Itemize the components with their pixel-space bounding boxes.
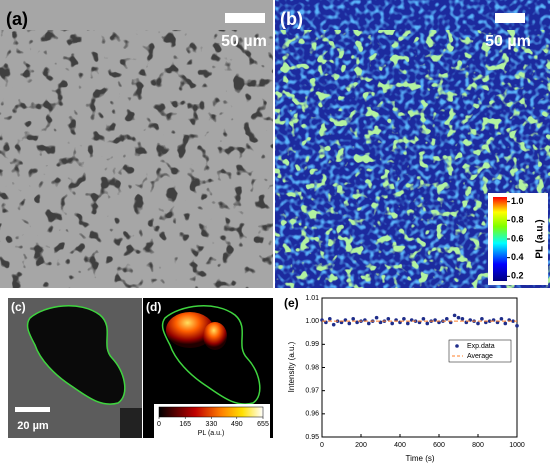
y-tick-label: 0.98 bbox=[305, 364, 319, 371]
data-point bbox=[328, 317, 332, 321]
y-tick-label: 0.97 bbox=[305, 388, 319, 395]
colorbar-tick-label: 0.4 bbox=[511, 252, 524, 262]
colorbar-tick-label: 0.6 bbox=[511, 233, 524, 243]
data-point bbox=[476, 321, 480, 326]
data-point bbox=[347, 321, 352, 326]
data-point bbox=[402, 317, 406, 321]
data-point bbox=[390, 321, 395, 326]
x-tick-label: 400 bbox=[394, 442, 406, 449]
x-axis-title: Time (s) bbox=[405, 454, 434, 463]
panel-label: (e) bbox=[284, 296, 299, 310]
x-tick-label: 1000 bbox=[509, 442, 525, 449]
scale-text: 50 µm bbox=[221, 33, 267, 50]
data-point bbox=[374, 315, 379, 320]
colorbar-tick-label: 165 bbox=[179, 421, 191, 428]
scale-text: 50 µm bbox=[485, 33, 531, 50]
legend-label: Exp.data bbox=[467, 343, 495, 350]
colorbar-tick-label: 1.0 bbox=[511, 196, 524, 206]
data-point bbox=[386, 317, 391, 321]
scale-bar bbox=[15, 407, 50, 412]
legend-marker bbox=[455, 344, 459, 348]
colorbar-tick-label: 330 bbox=[206, 421, 218, 428]
data-point bbox=[503, 321, 508, 326]
data-point bbox=[480, 317, 484, 321]
y-tick-label: 0.99 bbox=[305, 341, 319, 348]
colorbar bbox=[493, 197, 507, 281]
data-point bbox=[425, 321, 430, 326]
particles-a bbox=[0, 30, 273, 288]
data-point bbox=[456, 315, 461, 320]
data-point bbox=[460, 317, 465, 321]
x-tick-label: 600 bbox=[433, 442, 445, 449]
colorbar-tick-label: 0.2 bbox=[511, 271, 524, 281]
colorbar-label: PL (a.u.) bbox=[535, 219, 546, 258]
colorbar-tick-label: 655 bbox=[257, 421, 269, 428]
panel-label: (a) bbox=[6, 9, 28, 29]
data-point bbox=[499, 317, 504, 321]
data-point bbox=[511, 319, 515, 323]
x-tick-label: 800 bbox=[472, 442, 484, 449]
colorbar bbox=[158, 406, 264, 418]
data-point bbox=[487, 319, 492, 323]
y-tick-label: 0.95 bbox=[305, 434, 319, 441]
pl-hotspot bbox=[203, 322, 227, 350]
data-point bbox=[367, 321, 371, 326]
data-point bbox=[351, 317, 356, 321]
data-point bbox=[406, 321, 410, 326]
y-axis-title: Intensity (a.u.) bbox=[287, 341, 296, 392]
data-point bbox=[445, 317, 449, 321]
colorbar-tick-label: 490 bbox=[231, 421, 243, 428]
colorbar-label: PL (a.u.) bbox=[198, 430, 225, 437]
panel-label: (c) bbox=[11, 300, 26, 314]
colorbar-tick-label: 0 bbox=[157, 421, 161, 428]
data-point bbox=[421, 317, 426, 321]
x-tick-label: 200 bbox=[355, 442, 367, 449]
particle-edge bbox=[120, 408, 142, 438]
data-point bbox=[515, 324, 519, 328]
pl-hotspot bbox=[166, 312, 214, 348]
colorbar-tick-label: 0.8 bbox=[511, 215, 524, 225]
y-tick-label: 1.01 bbox=[305, 295, 319, 302]
plot-frame bbox=[321, 297, 518, 438]
x-tick-label: 0 bbox=[320, 442, 324, 449]
legend-label: Average bbox=[467, 353, 493, 360]
data-point bbox=[331, 322, 336, 327]
scale-text: 20 µm bbox=[17, 420, 49, 432]
y-tick-label: 0.96 bbox=[305, 411, 319, 418]
scale-bar bbox=[225, 13, 265, 23]
scale-bar bbox=[495, 13, 525, 23]
legend-box bbox=[448, 339, 512, 363]
panel-label: (d) bbox=[146, 300, 161, 314]
particle-outline bbox=[26, 305, 126, 405]
y-tick-label: 1.00 bbox=[305, 318, 319, 325]
data-point bbox=[452, 313, 457, 318]
panel-label: (b) bbox=[280, 9, 303, 29]
